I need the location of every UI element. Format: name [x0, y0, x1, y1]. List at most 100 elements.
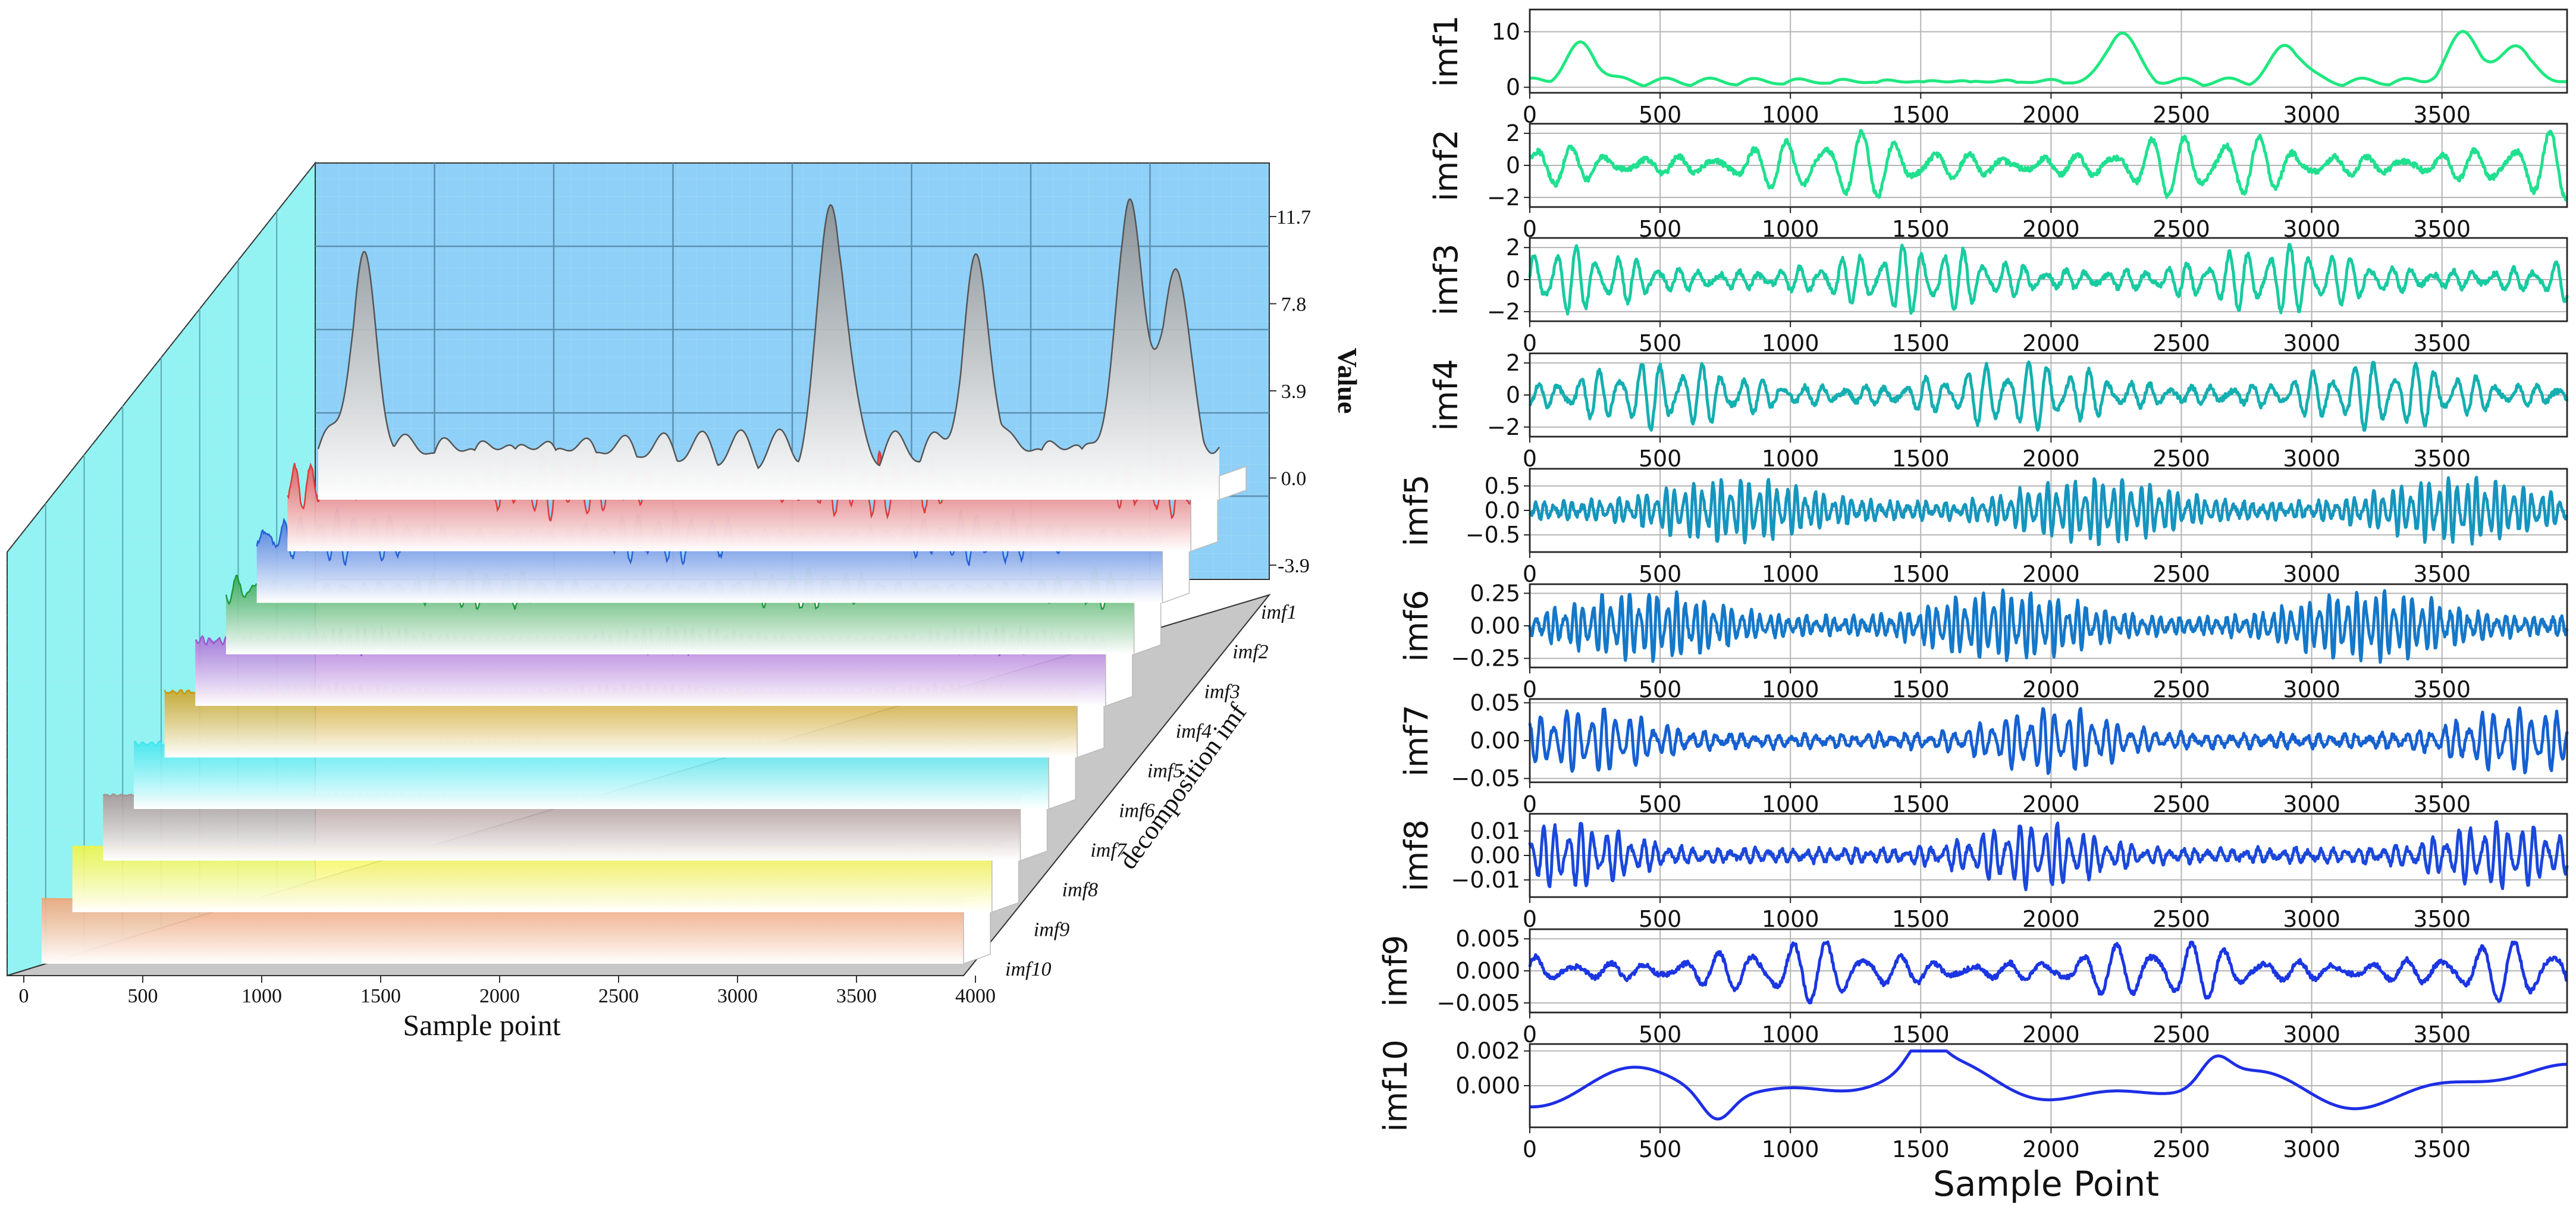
y-tick-imf5-2: −0.5	[1466, 522, 1520, 548]
x-tick-imf9-7: 3500	[2413, 1021, 2471, 1048]
x-tick-left-6: 3000	[717, 985, 758, 1007]
x-tick-imf4-7: 3500	[2413, 446, 2471, 472]
x-tick-imf5-0: 0	[1523, 561, 1537, 587]
depth-tick-imf6: imf6	[1119, 800, 1154, 822]
x-tick-imf4-2: 1000	[1762, 446, 1819, 472]
subplot-imf5: 0.50.0−0.50 500 1000 1500 2000 2500 3000 3500 im…	[1398, 468, 2569, 587]
x-tick-imf4-4: 2000	[2022, 446, 2080, 472]
y-tick-imf9-0: 0.005	[1455, 926, 1520, 952]
depth-tick-imf10: imf10	[1005, 958, 1051, 980]
depth-tick-imf2: imf2	[1232, 641, 1268, 663]
line-imf8	[1528, 820, 2569, 892]
y-tick-imf4-1: 0	[1506, 382, 1520, 408]
x-tick-imf6-6: 3000	[2283, 676, 2340, 703]
x-tick-imf7-1: 500	[1639, 791, 1682, 817]
x-tick-imf3-6: 3000	[2283, 330, 2340, 356]
x-tick-left-8: 4000	[955, 985, 996, 1007]
z-tick-1: 7.8	[1281, 294, 1307, 316]
y-tick-imf5-1: 0.0	[1485, 497, 1520, 524]
x-tick-imf7-4: 2000	[2022, 791, 2080, 817]
z-tick-4: -3.9	[1278, 555, 1310, 577]
x-tick-imf5-1: 500	[1639, 561, 1682, 587]
x-tick-imf9-6: 3000	[2283, 1021, 2340, 1048]
x-tick-imf4-1: 500	[1639, 446, 1682, 472]
y-tick-imf4-2: −2	[1487, 414, 1520, 440]
x-tick-imf10-2: 1000	[1762, 1136, 1819, 1162]
x-tick-imf3-4: 2000	[2022, 330, 2080, 356]
x-tick-imf10-0: 0	[1523, 1136, 1537, 1162]
x-tick-imf10-5: 2500	[2153, 1136, 2210, 1162]
y-tick-imf4-0: 2	[1506, 350, 1520, 376]
ylabel-imf9: imf9	[1377, 935, 1414, 1007]
x-tick-imf7-5: 2500	[2153, 791, 2210, 817]
line-imf5	[1528, 475, 2569, 547]
x-tick-imf5-3: 1500	[1892, 561, 1950, 587]
y-tick-imf2-2: −2	[1487, 184, 1520, 211]
x-tick-imf5-6: 3000	[2283, 561, 2340, 587]
x-tick-imf8-6: 3000	[2283, 906, 2340, 932]
y-tick-imf5-0: 0.5	[1485, 473, 1520, 499]
x-tick-imf6-2: 1000	[1762, 676, 1819, 703]
ylabel-imf10: imf10	[1377, 1039, 1414, 1131]
x-tick-imf8-4: 2000	[2022, 906, 2080, 932]
x-tick-left-3: 1500	[360, 985, 401, 1007]
y-tick-imf6-0: 0.25	[1470, 580, 1520, 606]
x-axis-label-left: Sample point	[403, 1008, 560, 1042]
x-tick-imf5-5: 2500	[2153, 561, 2210, 587]
x-tick-imf3-3: 1500	[1892, 330, 1950, 356]
depth-tick-imf3: imf3	[1204, 681, 1240, 703]
y-tick-imf10-1: 0.000	[1455, 1073, 1520, 1099]
x-tick-imf5-4: 2000	[2022, 561, 2080, 587]
x-tick-imf6-3: 1500	[1892, 676, 1950, 703]
x-tick-left-0: 0	[19, 985, 29, 1007]
z-axis-label: Value	[1332, 348, 1363, 414]
y-tick-imf8-2: −0.01	[1451, 867, 1520, 893]
x-axis-label-right: Sample Point	[1933, 1164, 2159, 1204]
ribbon-imf1: imf1	[317, 198, 1297, 623]
x-tick-imf5-2: 1000	[1762, 561, 1819, 587]
x-tick-left-1: 500	[128, 985, 158, 1007]
ylabel-imf2: imf2	[1427, 130, 1465, 202]
x-tick-imf9-3: 1500	[1892, 1021, 1950, 1048]
x-tick-imf8-2: 1000	[1762, 906, 1819, 932]
x-tick-imf10-7: 3500	[2413, 1136, 2471, 1162]
depth-tick-imf8: imf8	[1062, 879, 1098, 901]
x-tick-imf9-4: 2000	[2022, 1021, 2080, 1048]
y-tick-imf8-1: 0.00	[1470, 842, 1520, 869]
line-imf2	[1529, 128, 2568, 202]
x-tick-imf8-1: 500	[1639, 906, 1682, 932]
z-tick-3: 0.0	[1281, 468, 1307, 490]
x-tick-left-7: 3500	[836, 985, 877, 1007]
y-tick-imf6-2: −0.25	[1451, 645, 1520, 672]
x-tick-imf10-1: 500	[1639, 1136, 1682, 1162]
line-imf1	[1529, 30, 2568, 87]
y-tick-imf6-1: 0.00	[1470, 613, 1520, 639]
waterfall-3d-panel: imf10imf9imf8imf7imf6imf5imf4imf3imf2imf…	[7, 161, 1363, 1042]
y-tick-imf2-1: 0	[1506, 152, 1520, 178]
x-tick-imf3-7: 3500	[2413, 330, 2471, 356]
x-tick-imf7-3: 1500	[1892, 791, 1950, 817]
x-tick-imf10-4: 2000	[2022, 1136, 2080, 1162]
x-tick-imf3-2: 1000	[1762, 330, 1819, 356]
line-imf10	[1529, 1049, 2568, 1121]
y-tick-imf8-0: 0.01	[1470, 818, 1520, 844]
line-imf9	[1528, 940, 2569, 1005]
ylabel-imf6: imf6	[1398, 590, 1435, 662]
x-tick-imf5-7: 3500	[2413, 561, 2471, 587]
y-tick-imf9-2: −0.005	[1436, 990, 1520, 1016]
x-tick-imf7-7: 3500	[2413, 791, 2471, 817]
line-imf6	[1528, 588, 2569, 664]
x-tick-imf10-3: 1500	[1892, 1136, 1950, 1162]
x-tick-imf8-5: 2500	[2153, 906, 2210, 932]
subplot-imf6: 0.25 0.00 −0.250 500 1000 1500 2000 2500 3000 350…	[1398, 580, 2569, 703]
x-tick-imf6-1: 500	[1639, 676, 1682, 703]
z-tick-0: 11.7	[1276, 206, 1311, 228]
x-tick-imf6-5: 2500	[2153, 676, 2210, 703]
subplot-imf10: 0.002 0.000 0 500 1000 1500 2000 2500 3000 3500 im…	[1377, 1038, 2568, 1162]
x-tick-left-4: 2000	[479, 985, 520, 1007]
